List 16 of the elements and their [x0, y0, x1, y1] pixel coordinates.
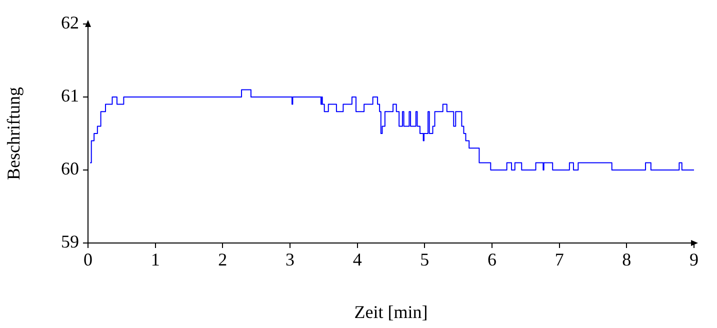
x-tick-label: 1: [150, 250, 160, 270]
y-tick-label: 59: [61, 232, 79, 252]
y-tick-label: 61: [61, 86, 79, 106]
x-tick-label: 0: [84, 250, 92, 270]
x-tick-label: 3: [286, 250, 294, 270]
x-tick-label: 2: [218, 250, 228, 270]
x-tick-label: 6: [488, 250, 496, 270]
x-tick-label: 5: [420, 250, 430, 270]
y-tick-label: 60: [61, 158, 79, 179]
y-tick-label: 62: [61, 12, 79, 33]
x-axis-title: Zeit [min]: [354, 302, 428, 322]
x-tick-label: 9: [690, 250, 698, 270]
x-tick-label: 8: [622, 250, 632, 270]
x-tick-label: 4: [352, 250, 362, 270]
x-tick-label: 7: [554, 250, 564, 270]
y-axis-title: Beschriftung: [4, 87, 24, 180]
